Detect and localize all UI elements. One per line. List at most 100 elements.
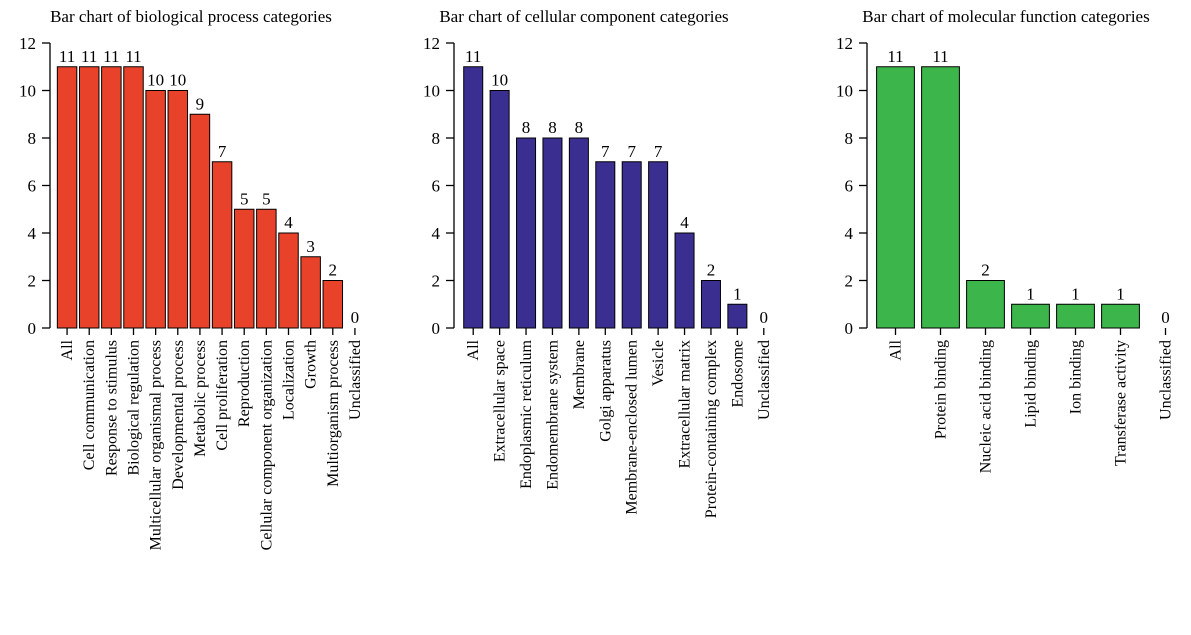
value-label: 10 xyxy=(147,71,164,90)
y-tick-label: 10 xyxy=(19,82,36,101)
x-tick-label: Unclassified xyxy=(347,340,364,420)
x-tick-label: Golgi apparatus xyxy=(597,340,614,442)
value-label: 11 xyxy=(887,47,903,66)
x-tick-label: Extracellular matrix xyxy=(677,340,694,468)
value-label: 1 xyxy=(733,284,742,303)
x-tick-label: Membrane xyxy=(571,340,588,409)
x-tick-label: Developmental process xyxy=(170,340,187,490)
x-tick-label: Response to stimulus xyxy=(103,340,120,476)
x-tick-label: Cell proliferation xyxy=(214,340,231,451)
y-tick-label: 12 xyxy=(423,34,440,53)
y-tick-label: 8 xyxy=(845,129,854,148)
value-label: 4 xyxy=(680,213,689,232)
bar xyxy=(233,208,255,329)
x-tick-label: Multiorganism process xyxy=(325,340,342,487)
x-tick-label: All xyxy=(59,339,76,360)
bar xyxy=(727,303,748,329)
bar xyxy=(300,256,321,329)
bar xyxy=(489,90,510,329)
x-tick-label: Endomembrane system xyxy=(544,339,561,489)
bar xyxy=(621,161,642,329)
y-tick-label: 10 xyxy=(836,82,853,101)
bar xyxy=(167,90,189,329)
value-label: 1 xyxy=(1026,284,1035,303)
bar xyxy=(211,161,233,329)
bar xyxy=(595,161,616,329)
y-tick-label: 12 xyxy=(19,34,36,53)
value-label: 7 xyxy=(218,142,227,161)
y-tick-label: 8 xyxy=(28,129,37,148)
bar xyxy=(123,66,144,329)
value-label: 0 xyxy=(351,308,360,327)
x-tick-label: Endosome xyxy=(729,340,746,408)
value-label: 3 xyxy=(306,237,315,256)
y-tick-label: 4 xyxy=(432,224,441,243)
chart-panel: Bar chart of cellular component categori… xyxy=(423,7,773,518)
x-tick-label: Biological regulation xyxy=(126,340,143,476)
value-label: 2 xyxy=(707,261,716,280)
value-label: 7 xyxy=(627,142,636,161)
value-label: 11 xyxy=(465,47,481,66)
bar xyxy=(101,66,122,329)
x-tick-label: Lipid binding xyxy=(1023,340,1040,428)
x-tick-label: Reproduction xyxy=(236,340,253,427)
value-label: 11 xyxy=(81,47,97,66)
x-tick-label: Endoplasmic reticulum xyxy=(518,339,535,488)
bar xyxy=(1101,303,1140,329)
y-tick-label: 0 xyxy=(845,319,854,338)
value-label: 2 xyxy=(329,261,338,280)
value-label: 1 xyxy=(1116,284,1125,303)
y-tick-label: 2 xyxy=(432,272,441,291)
y-tick-label: 0 xyxy=(432,319,441,338)
y-tick-label: 4 xyxy=(28,224,37,243)
bar xyxy=(700,280,721,329)
x-tick-label: All xyxy=(888,339,905,360)
value-label: 8 xyxy=(548,118,557,137)
value-label: 11 xyxy=(59,47,75,66)
x-tick-label: Growth xyxy=(303,340,320,389)
chart-title: Bar chart of cellular component categori… xyxy=(439,7,728,26)
bar xyxy=(463,66,484,329)
y-tick-label: 2 xyxy=(845,272,854,291)
bar xyxy=(322,280,344,329)
x-tick-label: Ion binding xyxy=(1068,340,1085,414)
y-tick-label: 2 xyxy=(28,272,37,291)
value-label: 9 xyxy=(196,94,205,113)
bar xyxy=(966,280,1005,329)
value-label: 5 xyxy=(240,189,249,208)
bar xyxy=(278,232,299,329)
x-tick-label: Localization xyxy=(281,340,298,420)
value-label: 1 xyxy=(1071,284,1080,303)
bar xyxy=(921,66,960,329)
y-tick-label: 6 xyxy=(432,177,441,196)
x-tick-label: Extracellular space xyxy=(492,340,509,462)
bar xyxy=(542,137,563,329)
chart-title: Bar chart of molecular function categori… xyxy=(862,7,1149,26)
value-label: 10 xyxy=(169,71,186,90)
value-label: 2 xyxy=(981,261,990,280)
y-tick-label: 6 xyxy=(28,177,37,196)
bar xyxy=(674,232,695,329)
value-label: 4 xyxy=(284,213,293,232)
y-tick-label: 0 xyxy=(28,319,37,338)
bar xyxy=(1056,303,1095,329)
x-tick-label: Transferase activity xyxy=(1113,340,1130,466)
value-label: 11 xyxy=(932,47,948,66)
y-tick-label: 8 xyxy=(432,129,441,148)
value-label: 11 xyxy=(103,47,119,66)
x-tick-label: Vesicle xyxy=(650,340,667,386)
bar xyxy=(189,113,211,329)
bar xyxy=(1011,303,1050,329)
value-label: 8 xyxy=(522,118,531,137)
y-tick-label: 4 xyxy=(845,224,854,243)
chart-panel: Bar chart of biological process categori… xyxy=(19,7,364,550)
value-label: 0 xyxy=(1161,308,1170,327)
bar xyxy=(648,161,669,329)
x-tick-label: Protein-containing complex xyxy=(703,340,720,518)
y-tick-label: 10 xyxy=(423,82,440,101)
x-tick-label: Protein binding xyxy=(933,340,950,439)
x-tick-label: Unclassified xyxy=(756,340,773,420)
x-tick-label: Nucleic acid binding xyxy=(978,340,995,473)
